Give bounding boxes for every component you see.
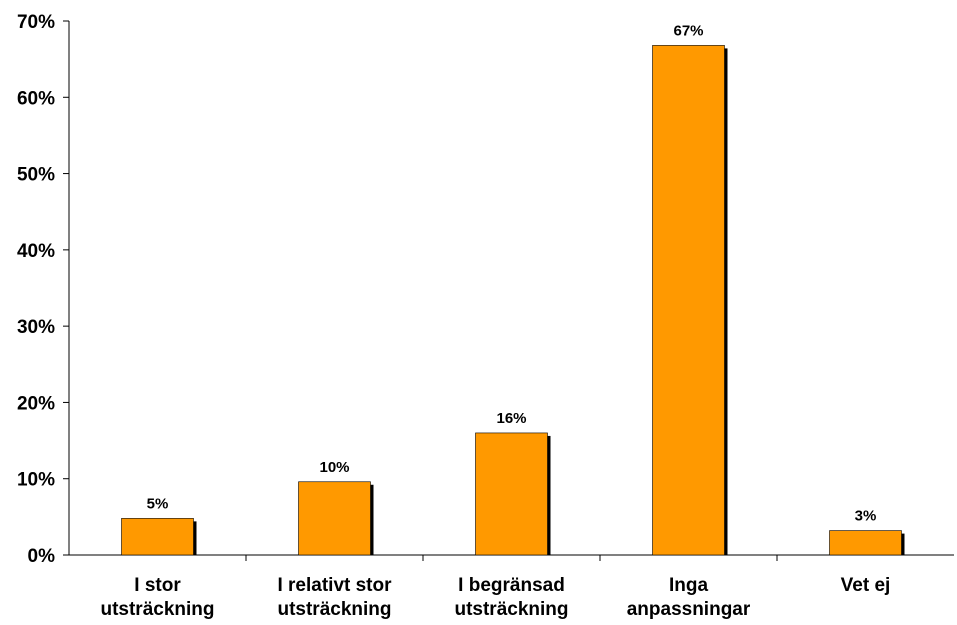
x-category-label-line: I begränsad bbox=[458, 575, 565, 596]
y-tick-label: 20% bbox=[17, 393, 55, 414]
bar bbox=[121, 518, 194, 556]
x-category-label-line: Vet ej bbox=[841, 575, 891, 596]
bar bbox=[652, 45, 725, 556]
bar bbox=[298, 481, 371, 556]
y-tick-label: 70% bbox=[17, 12, 55, 33]
x-category-label: I stor utsträckning bbox=[100, 575, 214, 620]
y-tick-label: 60% bbox=[17, 88, 55, 109]
y-tick-label: 50% bbox=[17, 165, 55, 186]
x-category-label-line: utsträckning bbox=[100, 599, 214, 620]
x-category-label-line: Inga bbox=[669, 575, 708, 596]
x-category-label-line: I relativt stor bbox=[277, 575, 392, 596]
x-category-label-line: utsträckning bbox=[277, 599, 391, 620]
y-axis: 0% 10% 20% 30% 40% 50% 60% 70% bbox=[17, 12, 70, 567]
x-category-label: Inga anpassningar bbox=[627, 575, 751, 620]
data-label: 67% bbox=[673, 22, 703, 39]
y-tick-label: 30% bbox=[17, 317, 55, 338]
x-axis: I stor utsträckning I relativt stor utsträc… bbox=[69, 554, 954, 620]
bar bbox=[475, 432, 548, 556]
y-tick-label: 40% bbox=[17, 241, 55, 262]
x-category-label: I relativt stor utsträckning bbox=[277, 575, 392, 620]
data-label: 10% bbox=[319, 459, 349, 476]
x-category-label-line: I stor bbox=[134, 575, 181, 596]
bar bbox=[829, 530, 902, 556]
data-label: 16% bbox=[496, 410, 526, 427]
y-tick-label: 10% bbox=[17, 470, 55, 491]
bars bbox=[121, 45, 905, 556]
data-labels: 5% 10% 16% 67% 3% bbox=[147, 22, 877, 524]
data-label: 5% bbox=[147, 495, 169, 512]
x-category-label: Vet ej bbox=[841, 575, 891, 596]
y-tick-label: 0% bbox=[28, 546, 56, 567]
x-category-label-line: utsträckning bbox=[454, 599, 568, 620]
x-category-label-line: anpassningar bbox=[627, 599, 751, 620]
x-category-label: I begränsad utsträckning bbox=[454, 575, 568, 620]
data-label: 3% bbox=[855, 508, 877, 525]
